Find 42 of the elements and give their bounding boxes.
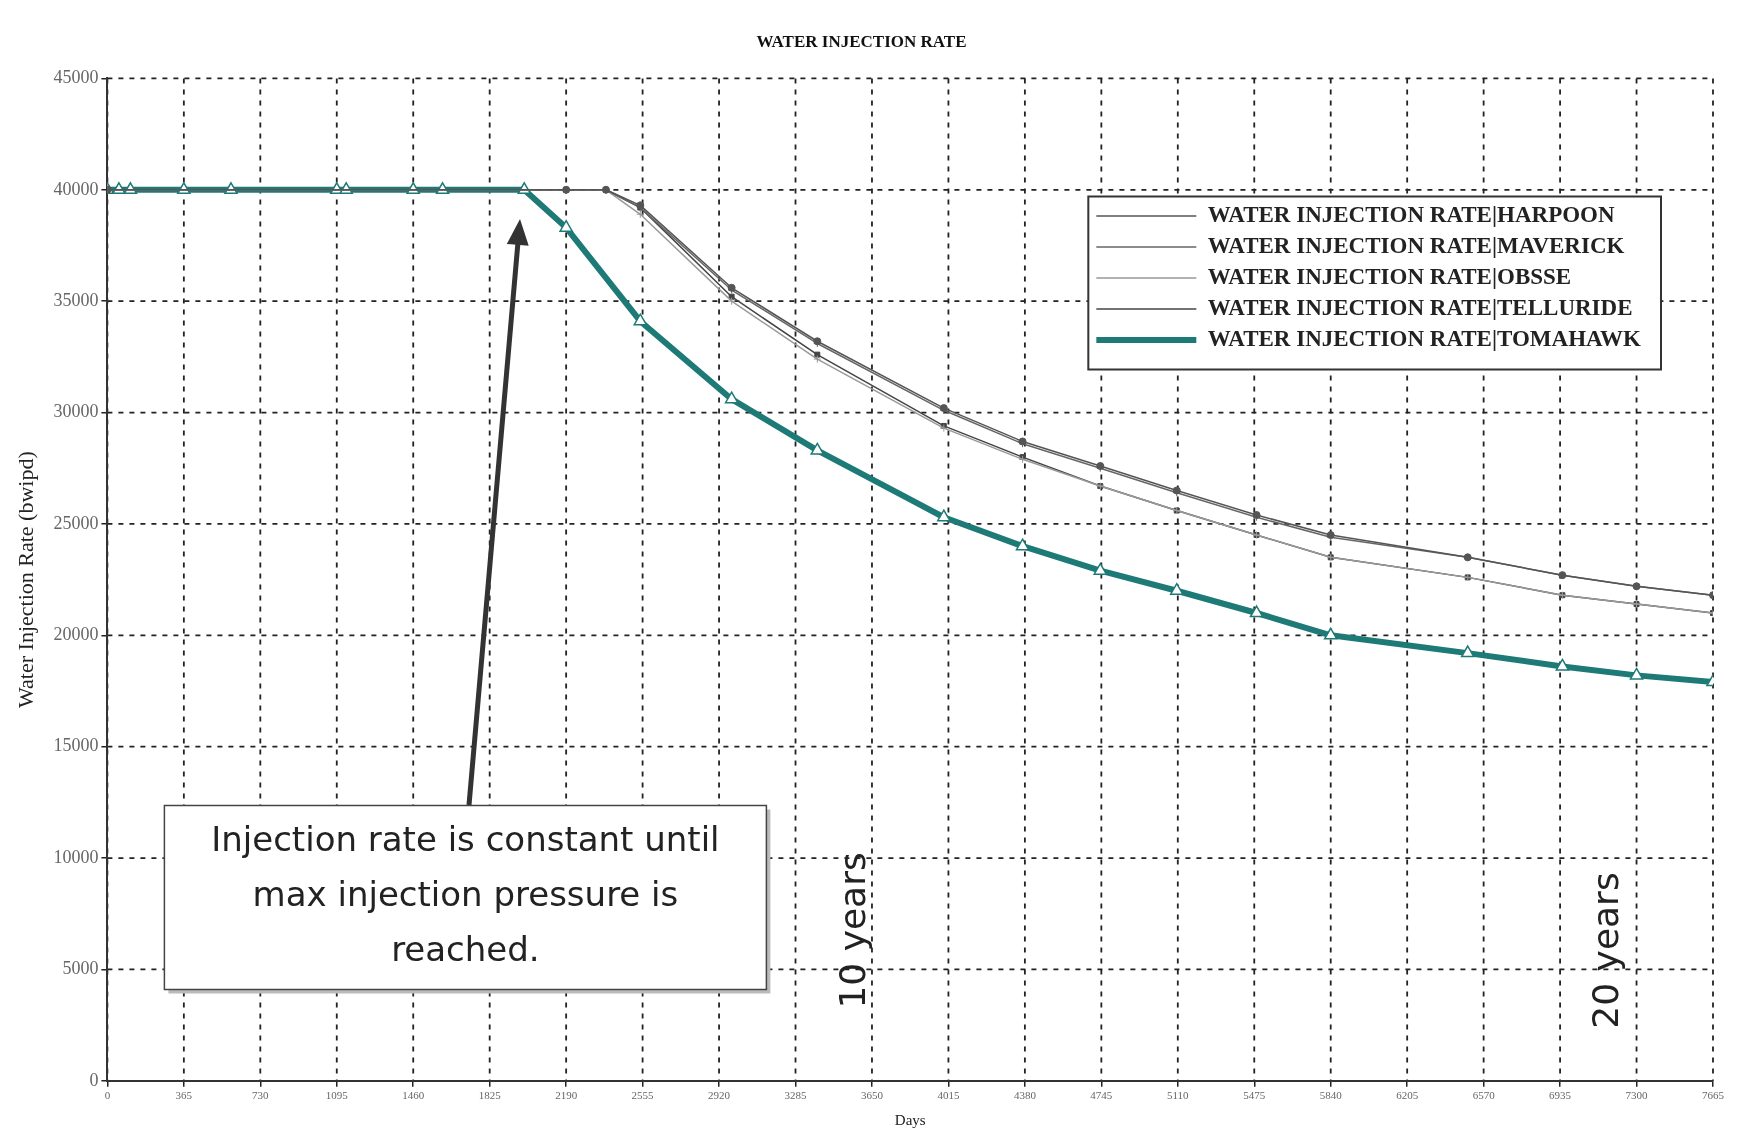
y-tick-label: 25000 <box>53 512 99 533</box>
x-axis-title: Days <box>894 1111 926 1128</box>
x-tick-label: 7665 <box>1702 1089 1725 1102</box>
x-tick-label: 1460 <box>402 1089 425 1102</box>
chart-title: WATER INJECTION RATE <box>756 31 967 51</box>
x-tick-label: 4380 <box>1013 1089 1037 1102</box>
x-tick-label: 4015 <box>937 1089 960 1102</box>
x-tick-label: 6935 <box>1549 1089 1572 1102</box>
legend-label: WATER INJECTION RATE|HARPOON <box>1207 201 1615 227</box>
annotation: Injection rate is constant until max injection pressure is reached. <box>211 819 720 970</box>
x-tick-label: 2555 <box>631 1089 655 1102</box>
x-tick-label: 5840 <box>1319 1089 1343 1102</box>
x-tick-label: 6570 <box>1472 1089 1496 1102</box>
x-tick-label: 1095 <box>325 1089 349 1102</box>
annotation: 10 years <box>831 852 873 1009</box>
x-tick-label: 730 <box>252 1089 270 1102</box>
y-tick-label: 15000 <box>53 735 99 756</box>
x-tick-label: 2190 <box>555 1089 578 1102</box>
y-tick-label: 30000 <box>53 401 99 422</box>
x-tick-label: 3285 <box>784 1089 808 1102</box>
y-tick-label: 45000 <box>53 67 99 88</box>
annotation: 20 years <box>1585 872 1626 1029</box>
x-tick-label: 3650 <box>860 1089 884 1102</box>
y-tick-label: 5000 <box>62 958 99 979</box>
y-tick-label: 10000 <box>53 846 99 867</box>
x-tick-label: 6205 <box>1396 1089 1419 1102</box>
x-tick-label: 1825 <box>478 1089 502 1102</box>
x-tick-label: 365 <box>175 1089 193 1102</box>
x-tick-label: 7300 <box>1625 1089 1649 1102</box>
y-axis-title: Water Injection Rate (bwipd) <box>12 451 38 708</box>
legend-label: WATER INJECTION RATE|OBSSE <box>1207 263 1572 289</box>
y-tick-label: 40000 <box>53 178 99 199</box>
x-tick-label: 5110 <box>1167 1089 1190 1102</box>
x-tick-label: 4745 <box>1090 1089 1113 1102</box>
x-tick-label: 5475 <box>1243 1089 1266 1102</box>
x-tick-label: 2920 <box>708 1089 731 1102</box>
legend-label: WATER INJECTION RATE|TELLURIDE <box>1207 294 1633 320</box>
y-tick-label: 35000 <box>53 289 99 310</box>
legend-label: WATER INJECTION RATE|TOMAHAWK <box>1207 325 1642 351</box>
y-tick-label: 20000 <box>53 624 99 645</box>
x-tick-label: 0 <box>104 1089 111 1102</box>
legend-label: WATER INJECTION RATE|MAVERICK <box>1207 232 1625 258</box>
